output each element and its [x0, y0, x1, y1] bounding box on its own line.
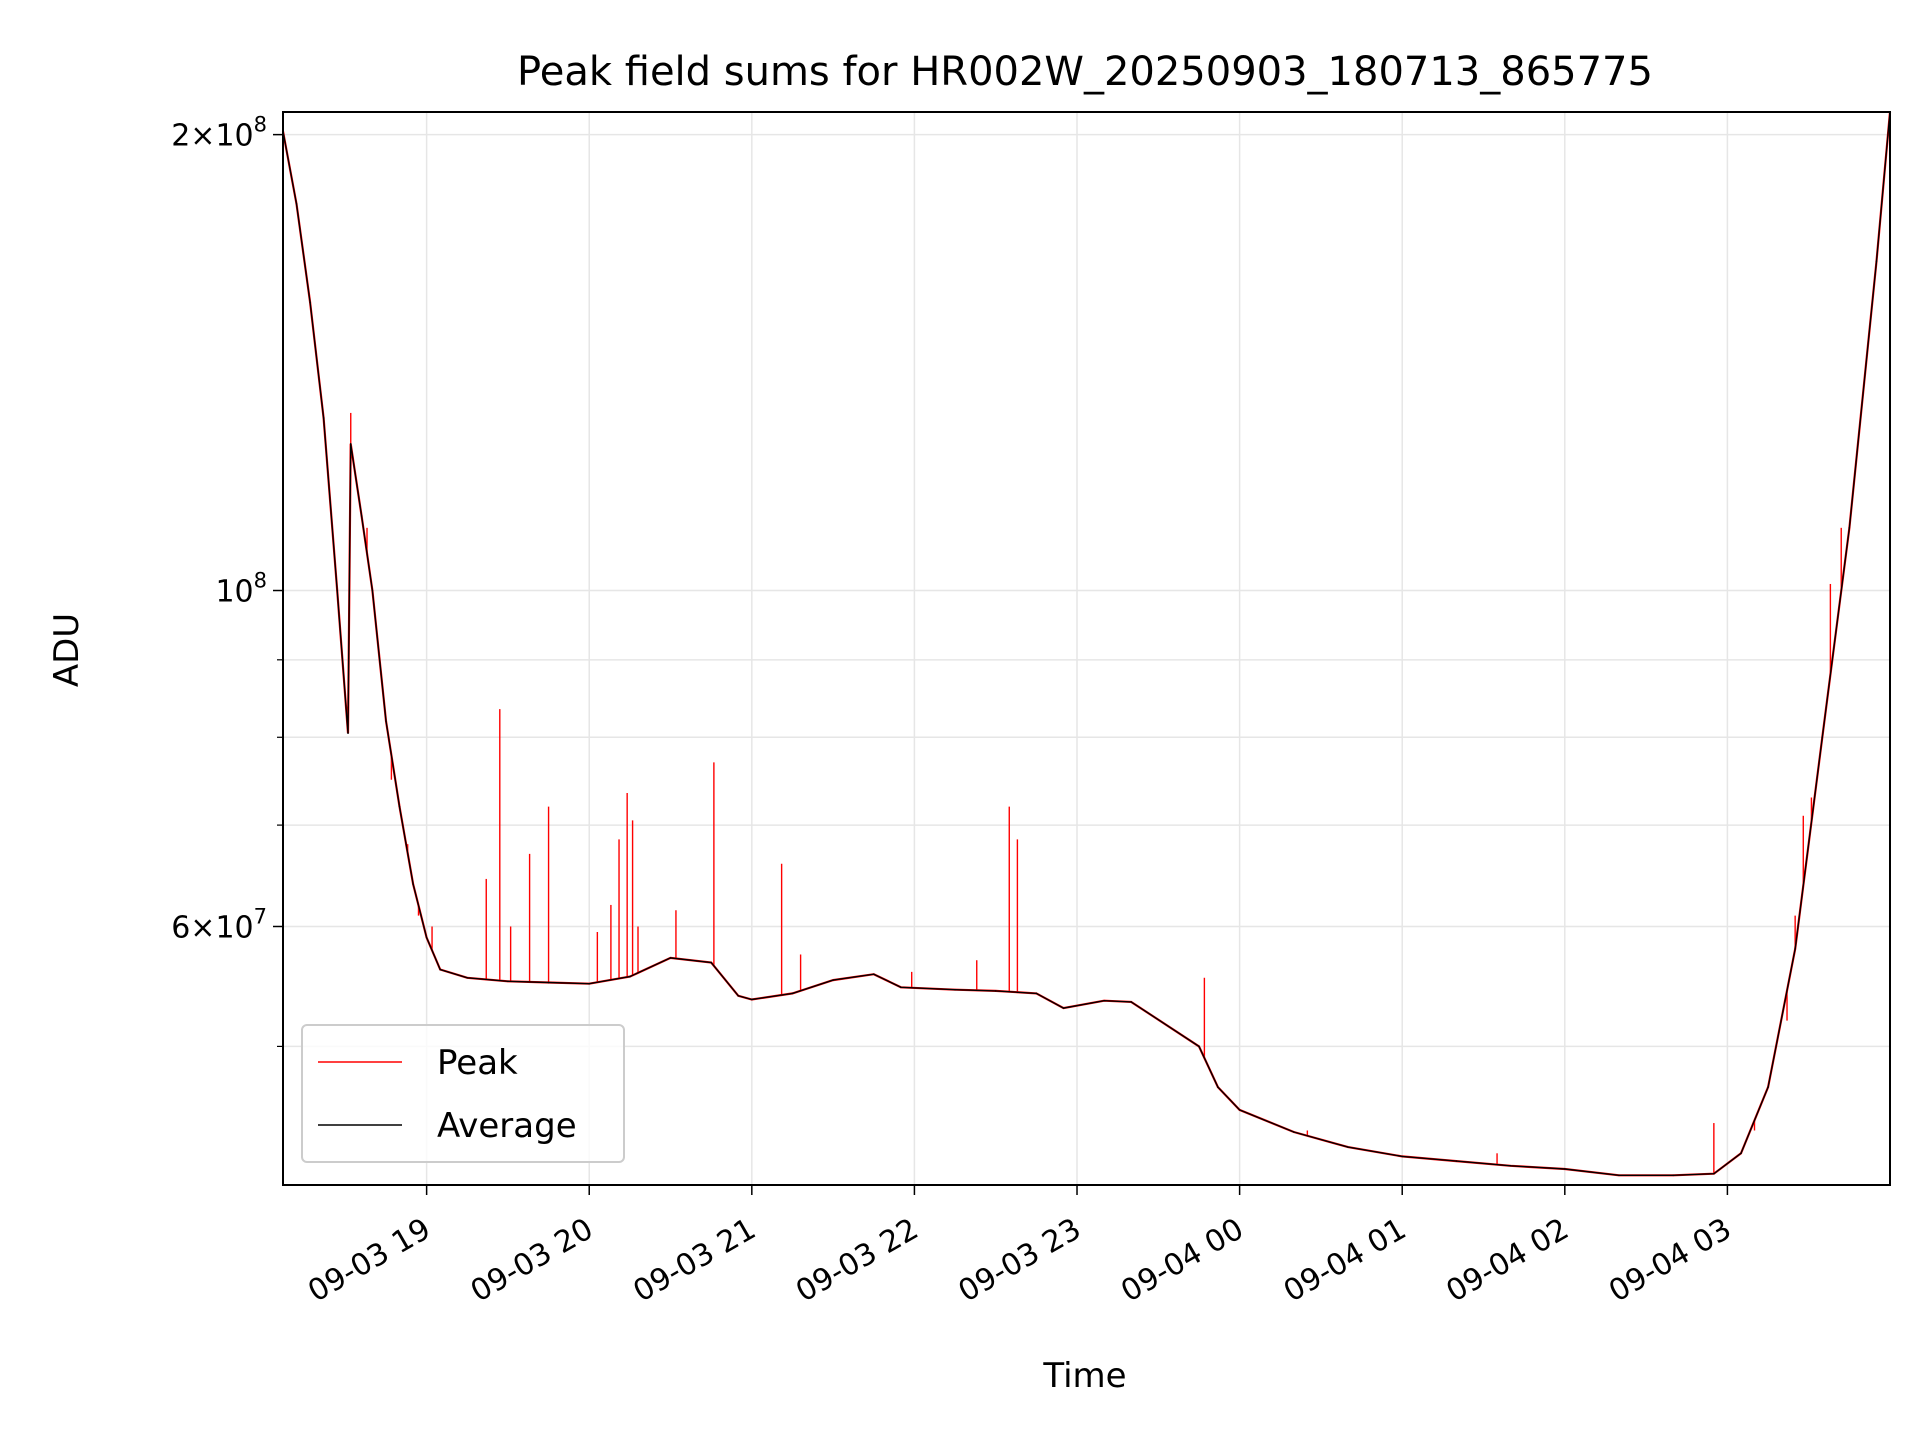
plot-frame [282, 111, 1891, 1186]
average-point [360, 515, 363, 517]
average-point [1740, 1152, 1742, 1155]
legend-peak-label: Peak [437, 1043, 518, 1083]
average-point [1130, 1001, 1133, 1003]
average-line [282, 111, 1891, 1176]
average-point [588, 982, 591, 985]
legend-average-label: Average [437, 1106, 577, 1146]
average-point [1821, 736, 1824, 739]
average-point [425, 936, 428, 939]
average-point [900, 986, 902, 989]
average-point [1035, 992, 1038, 995]
average-point [1455, 1160, 1458, 1162]
average-point [1564, 1168, 1566, 1170]
average-point [439, 968, 441, 971]
average-point [466, 976, 469, 979]
average-point [1293, 1131, 1295, 1133]
average-point [832, 979, 834, 981]
plot-lines [281, 111, 1892, 1177]
average-point [322, 417, 325, 419]
average-point [1103, 999, 1105, 1002]
average-point [1672, 1174, 1675, 1177]
average-point [954, 988, 956, 991]
average-point [791, 992, 794, 995]
y-tick-label: 6×107 [171, 904, 267, 945]
average-point [347, 732, 349, 734]
average-point [994, 990, 997, 992]
y-tick-label: 2×108 [171, 113, 267, 154]
average-point [1875, 260, 1878, 262]
average-point [751, 998, 753, 1001]
average-point [385, 720, 387, 722]
grid [283, 112, 1890, 1185]
y-axis-label: ADU [47, 613, 87, 687]
average-point [1794, 947, 1796, 950]
average-point [1347, 1146, 1349, 1148]
average-point [1713, 1172, 1715, 1175]
average-point [1509, 1164, 1512, 1167]
legend-box [301, 1024, 625, 1163]
average-point [1401, 1155, 1404, 1158]
average-point [349, 442, 352, 445]
average-point [710, 961, 712, 964]
average-point [1848, 527, 1851, 529]
average-point [1618, 1174, 1620, 1177]
average-point [1062, 1007, 1065, 1009]
average-point [309, 301, 311, 304]
average-point [1217, 1086, 1219, 1088]
average-point [398, 805, 401, 808]
average-point [737, 994, 740, 997]
average-point [629, 975, 631, 978]
average-point [669, 957, 672, 959]
average-point [336, 589, 338, 592]
y-tick-label: 108 [215, 569, 267, 610]
legend: Peak Average [301, 1024, 625, 1163]
average-point [1238, 1109, 1241, 1111]
x-axis-label: Time [1042, 1356, 1126, 1396]
average-point [507, 980, 509, 983]
average-point [371, 589, 374, 592]
average-point [412, 883, 414, 885]
chart-title: Peak field sums for HR002W_20250903_1807… [517, 49, 1653, 95]
average-point [1767, 1086, 1769, 1088]
average-point [872, 973, 875, 976]
average-point [1198, 1045, 1200, 1048]
average-point [295, 203, 298, 205]
average-point [547, 981, 550, 984]
